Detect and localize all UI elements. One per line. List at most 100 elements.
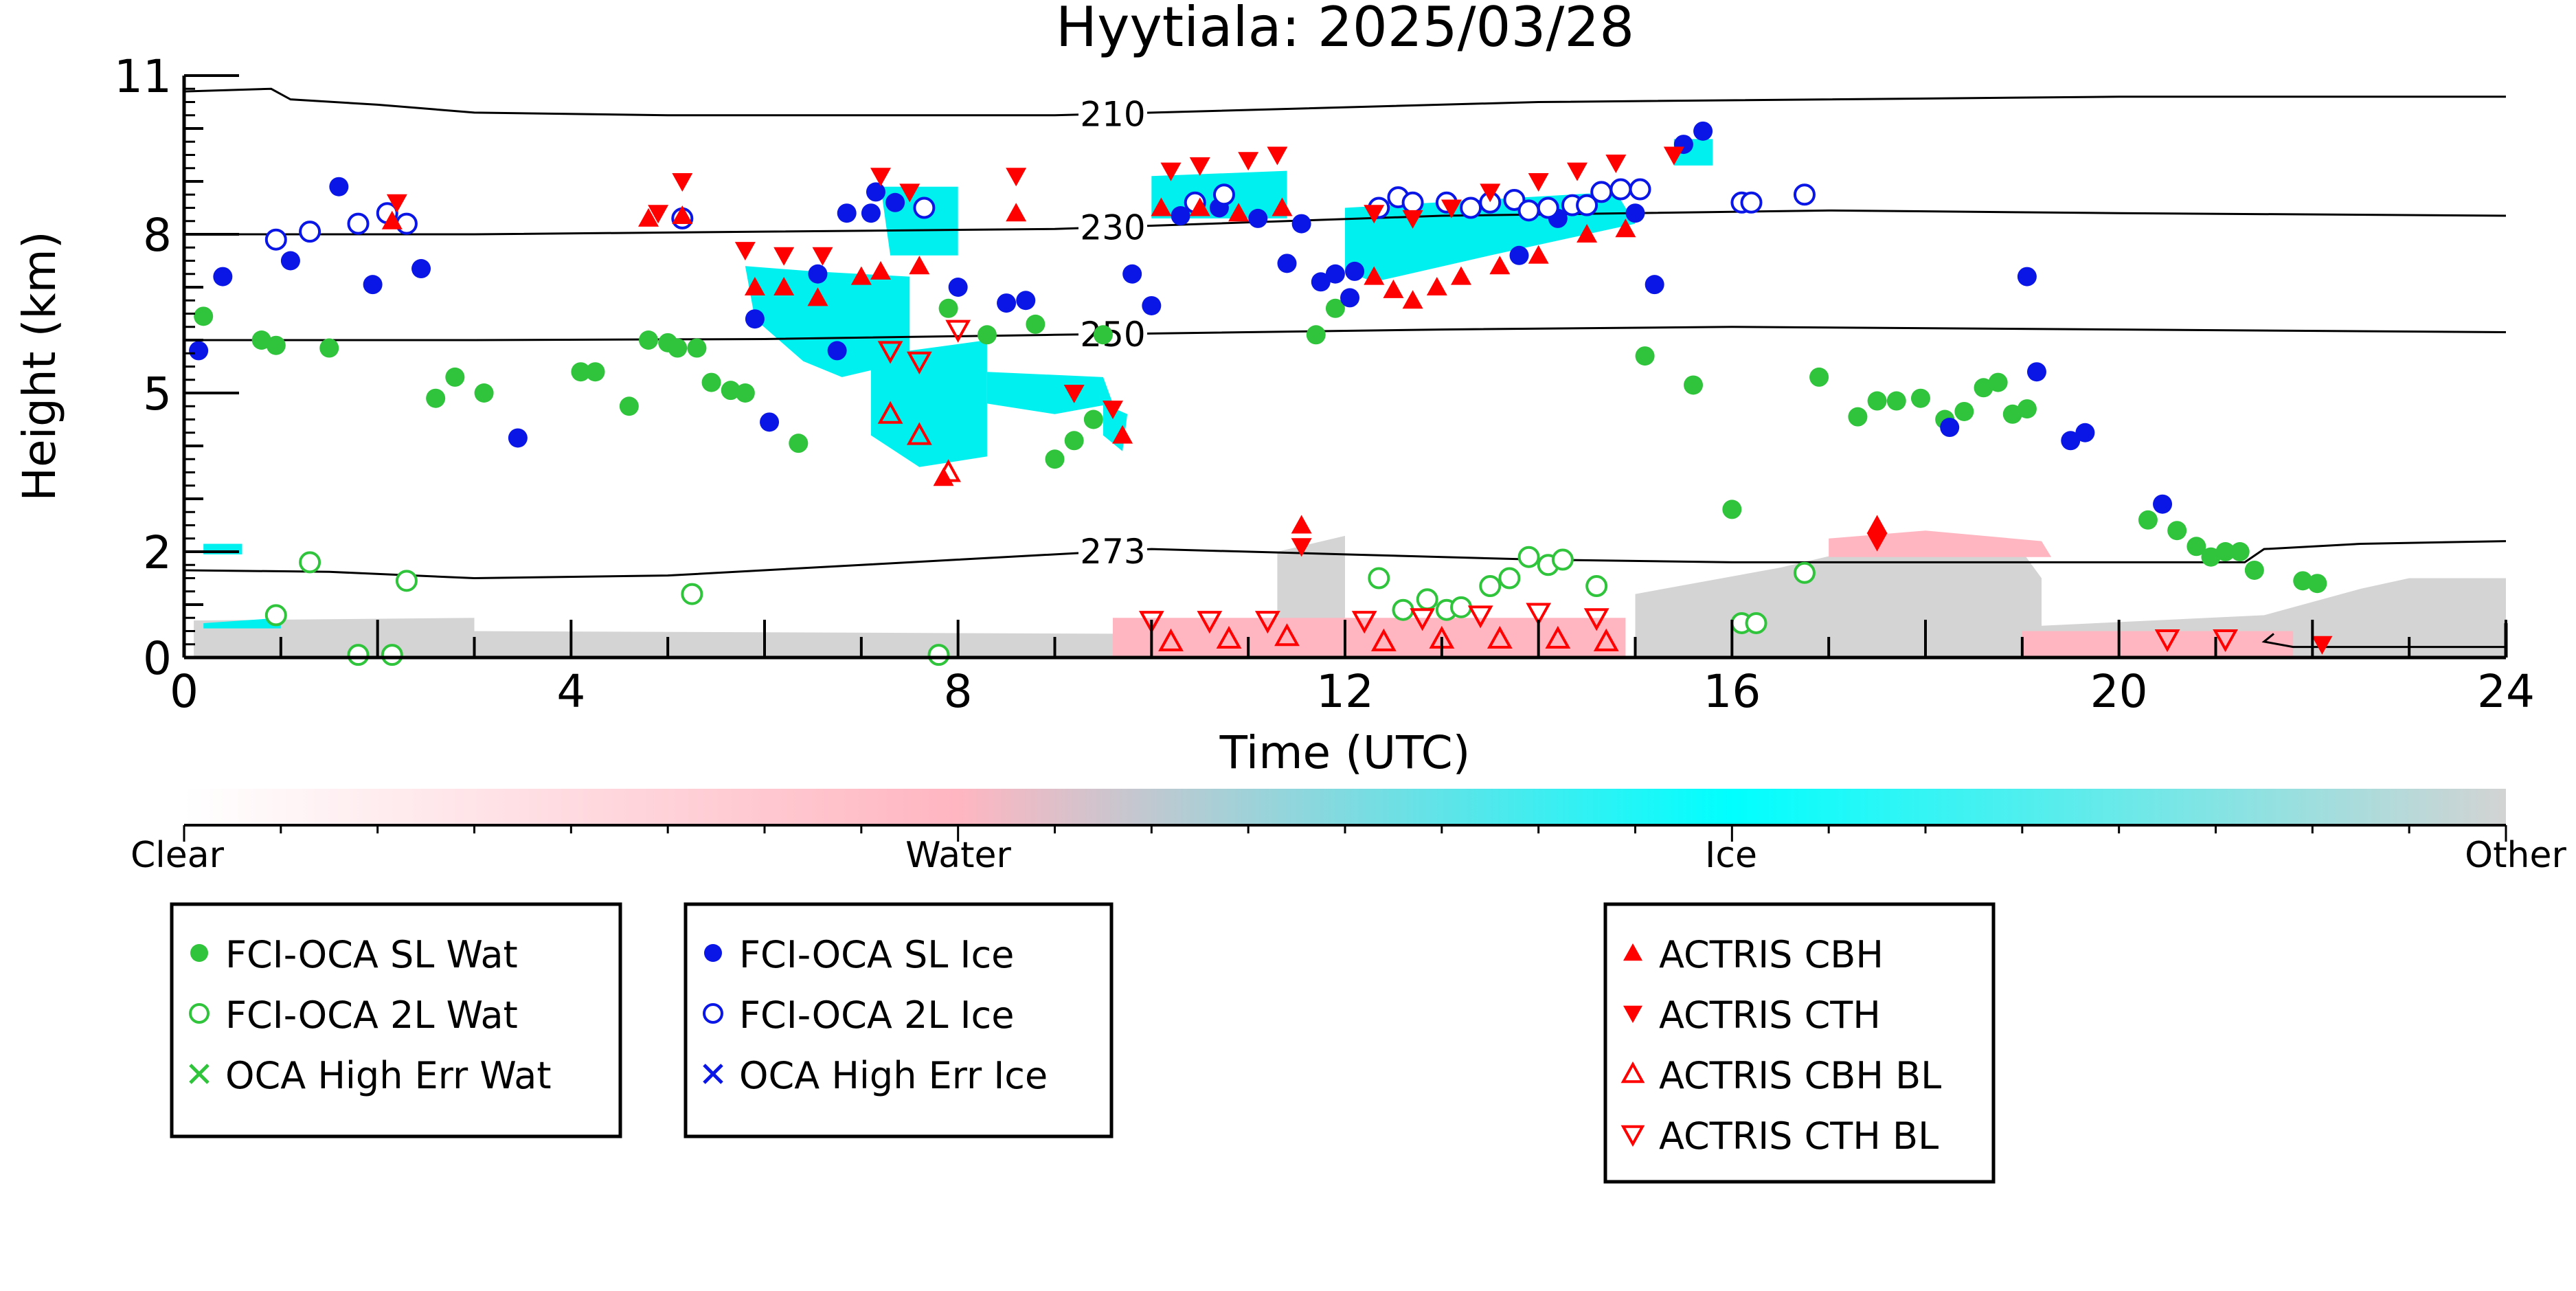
data-point [445,367,465,387]
contour-line-210 [184,87,2506,117]
data-point [1345,261,1365,281]
data-point [1122,264,1142,284]
data-point [280,251,300,271]
data-point [189,341,209,361]
data-point [1526,603,1552,626]
data-point [1197,611,1223,634]
x-axis-label: Time (UTC) [1219,726,1471,779]
y-tick-label: 8 [143,209,172,262]
x-tick-label: 24 [2477,665,2535,718]
data-point [1351,611,1377,634]
data-point [1212,183,1235,206]
legend-marker [190,944,208,962]
data-point [426,388,446,408]
data-point [347,212,370,235]
x-tick-label: 4 [556,665,585,718]
data-point [1629,178,1651,201]
data-point [1248,208,1268,228]
data-point [1605,155,1627,174]
series-actris-cbh-bl [877,401,1619,651]
data-point [1503,188,1526,211]
y-axis-label: Height (km) [13,231,66,501]
x-tick-label: 8 [944,665,973,718]
data-point [1370,628,1397,651]
data-point [194,306,214,326]
data-point [1364,266,1385,285]
data-point [508,428,528,448]
contour-label-230: 230 [1080,207,1145,247]
data-point [1583,608,1609,631]
data-point [1545,625,1571,649]
data-point [744,277,765,295]
data-point [1171,206,1190,226]
data-point [299,551,321,574]
data-point [1450,596,1472,618]
legend-label: ACTRIS CTH [1659,993,1881,1037]
data-point [1340,288,1360,308]
data-point [1392,598,1414,621]
data-point [773,277,795,295]
region-ice-1 [870,340,987,467]
data-point [1045,449,1065,469]
legend-actris-frame [1603,902,1996,1184]
data-point [1480,183,1501,203]
data-point [1416,588,1438,611]
data-point [1142,295,1162,315]
data-point [2154,629,2180,653]
data-point [2187,537,2206,557]
data-point [2153,494,2173,514]
legend-marker-b [189,1064,210,1084]
data-point [648,205,669,224]
data-point [1740,191,1763,214]
data-point [1866,532,1888,552]
classification-regions [194,139,2506,658]
data-point [1063,385,1085,403]
data-point [251,330,271,350]
data-point [1016,291,1036,311]
colorbar-label-other: Other [2465,835,2566,876]
data-point [1793,561,1816,584]
data-point [909,256,930,275]
data-point [2061,431,2081,451]
series-actris-cth-bl [877,319,2238,653]
colorbar-label-water: Water [905,835,1011,876]
data-point [639,330,658,350]
data-point [638,207,659,227]
region-other-1 [464,631,1113,658]
data-point [938,298,958,318]
data-point [866,182,885,202]
data-point [936,459,961,482]
data-point [2017,399,2037,419]
contour-line-273 [184,540,2506,580]
data-point [1291,515,1312,534]
contour-line-250 [184,326,2506,341]
region-water-0 [1829,530,2052,557]
data-point [1311,272,1331,292]
legends: FCI-OCA SL Wat FCI-OCA 2L Wat OCA High Err… [170,902,1996,1184]
x-tick-label: 12 [1316,665,1374,718]
data-point [395,212,418,235]
data-point [1793,183,1816,206]
data-point [1886,391,1906,411]
contour-label-210: 210 [1080,94,1145,134]
data-point [1440,199,1462,218]
data-point [1635,346,1655,366]
data-point [1426,277,1447,295]
legend-label: FCI-OCA SL Wat [225,933,518,976]
data-point [1267,146,1288,166]
data-point [885,192,905,212]
legend-marker [189,1003,210,1024]
data-point [1401,191,1424,214]
data-point [870,260,891,280]
data-point [1663,146,1684,166]
data-point [913,197,936,219]
data-point [1625,203,1645,223]
data-point [701,372,721,392]
data-point [1160,162,1182,181]
data-point [906,422,932,445]
data-point [329,177,349,197]
legend-label: FCI-OCA 2L Ice [739,993,1014,1037]
y-tick-label: 5 [143,368,172,420]
